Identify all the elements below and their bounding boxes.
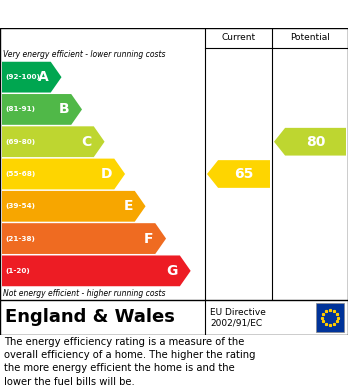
Text: (69-80): (69-80) — [5, 139, 35, 145]
Polygon shape — [2, 62, 62, 93]
Text: (21-38): (21-38) — [5, 235, 35, 242]
Polygon shape — [2, 255, 191, 286]
Text: D: D — [101, 167, 112, 181]
Text: Current: Current — [221, 34, 255, 43]
Text: 80: 80 — [306, 135, 325, 149]
Text: C: C — [81, 135, 92, 149]
Text: Very energy efficient - lower running costs: Very energy efficient - lower running co… — [3, 50, 166, 59]
Text: (81-91): (81-91) — [5, 106, 35, 113]
Text: (55-68): (55-68) — [5, 171, 35, 177]
Polygon shape — [274, 128, 346, 156]
Text: (39-54): (39-54) — [5, 203, 35, 209]
Text: F: F — [144, 231, 153, 246]
Polygon shape — [2, 94, 82, 125]
Text: England & Wales: England & Wales — [5, 308, 175, 326]
Polygon shape — [207, 160, 270, 188]
Text: Potential: Potential — [290, 34, 330, 43]
Text: B: B — [58, 102, 69, 117]
Text: G: G — [166, 264, 178, 278]
Polygon shape — [2, 223, 166, 254]
Polygon shape — [2, 126, 104, 157]
Text: EU Directive
2002/91/EC: EU Directive 2002/91/EC — [210, 308, 266, 327]
Text: (92-100): (92-100) — [5, 74, 40, 80]
Text: Not energy efficient - higher running costs: Not energy efficient - higher running co… — [3, 289, 166, 298]
Text: Energy Efficiency Rating: Energy Efficiency Rating — [69, 7, 279, 22]
Text: 65: 65 — [234, 167, 254, 181]
Polygon shape — [2, 159, 125, 189]
Text: A: A — [38, 70, 49, 84]
Text: E: E — [123, 199, 133, 213]
Text: The energy efficiency rating is a measure of the
overall efficiency of a home. T: The energy efficiency rating is a measur… — [4, 337, 255, 387]
Bar — [316, 303, 344, 332]
Polygon shape — [2, 191, 145, 222]
Text: (1-20): (1-20) — [5, 268, 30, 274]
